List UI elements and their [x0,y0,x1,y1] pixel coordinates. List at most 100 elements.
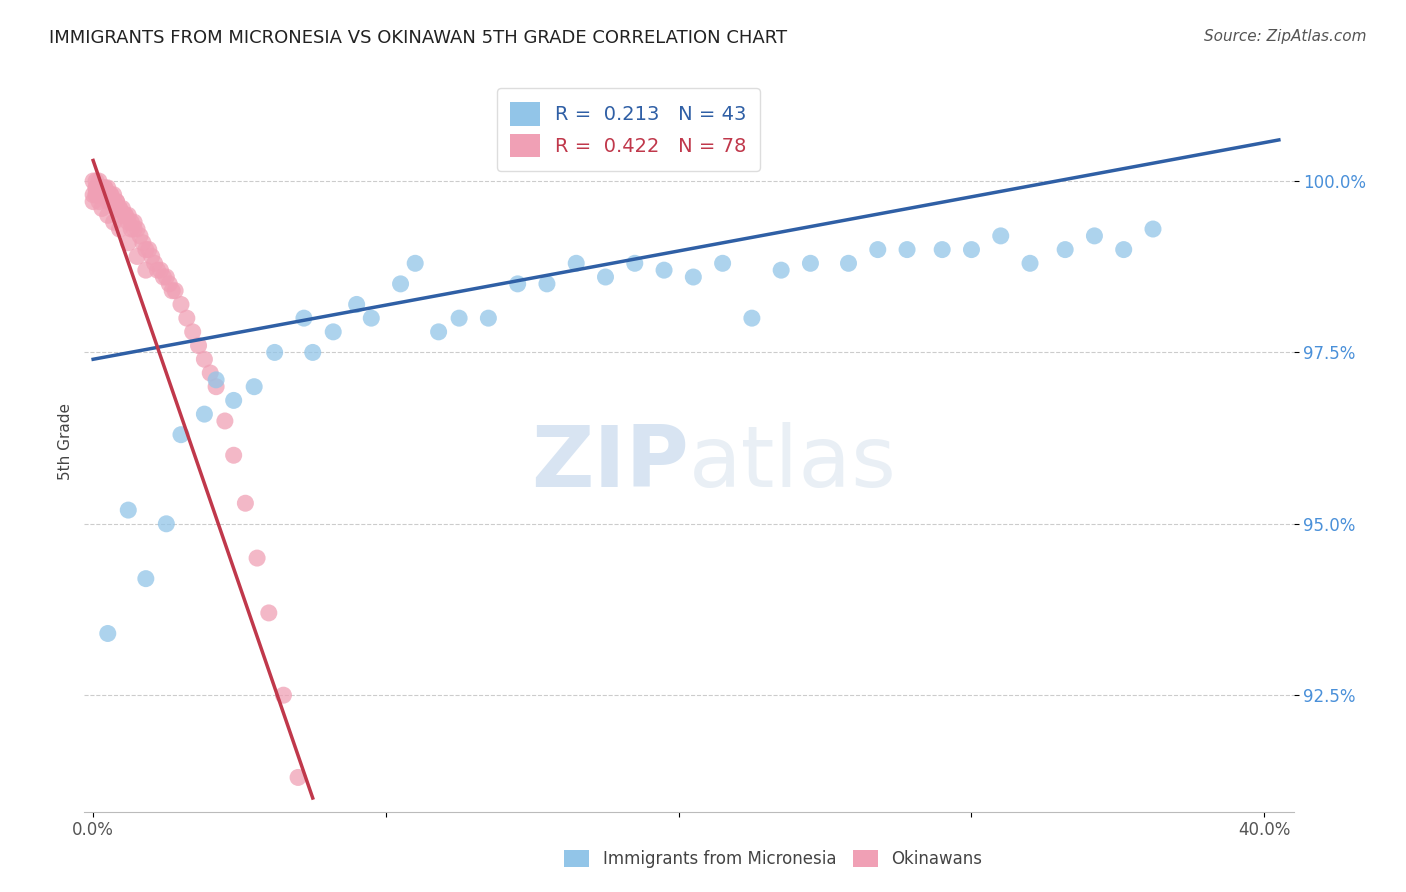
Point [90,202,112,216]
Point [135,572,157,586]
Point [595,270,617,285]
Point [160,284,183,298]
Point [866,243,889,257]
Point [82,194,104,209]
Text: IMMIGRANTS FROM MICRONESIA VS OKINAWAN 5TH GRADE CORRELATION CHART: IMMIGRANTS FROM MICRONESIA VS OKINAWAN 5… [49,29,787,46]
Point [193,407,215,421]
Point [129,228,152,243]
Point [122,222,145,236]
Point [97,181,120,195]
Point [506,277,529,291]
Point [87,181,110,195]
Point [117,208,139,222]
Point [741,311,763,326]
Point [97,626,120,640]
Point [155,270,177,285]
Point [536,277,558,291]
Text: atlas: atlas [689,422,897,505]
Point [263,345,285,359]
Point [100,187,122,202]
Point [105,202,128,216]
Point [94,181,117,195]
Point [132,235,155,250]
Point [193,352,215,367]
Point [449,311,471,326]
Point [105,194,128,209]
Point [770,263,793,277]
Point [108,222,131,236]
Point [273,688,295,702]
Point [103,194,125,209]
Point [243,380,266,394]
Point [114,208,136,222]
Point [90,181,112,195]
Y-axis label: 5th Grade: 5th Grade [58,403,73,480]
Point [120,215,142,229]
Point [84,187,107,202]
Point [301,345,323,359]
Point [152,270,174,285]
Point [103,194,125,209]
Point [176,311,198,326]
Text: Source: ZipAtlas.com: Source: ZipAtlas.com [1204,29,1367,44]
Point [360,311,382,326]
Point [292,311,315,326]
Point [87,181,110,195]
Point [222,448,245,462]
Point [90,187,112,202]
Point [1019,256,1042,270]
Point [135,263,157,277]
Point [404,256,426,270]
Point [205,380,228,394]
Point [205,373,228,387]
Point [799,256,821,270]
Point [117,503,139,517]
Point [711,256,734,270]
Point [141,250,163,264]
Point [623,256,645,270]
Point [103,215,125,229]
Point [200,366,222,380]
Point [157,277,180,291]
Point [84,181,107,195]
Point [108,202,131,216]
Point [181,325,204,339]
Point [90,181,112,195]
Point [100,187,122,202]
Point [837,256,859,270]
Point [82,187,104,202]
Point [682,270,704,285]
Point [322,325,344,339]
Point [84,181,107,195]
Point [287,771,309,785]
Point [389,277,412,291]
Point [257,606,280,620]
Point [1083,228,1105,243]
Point [111,202,134,216]
Point [135,243,157,257]
Point [222,393,245,408]
Point [84,187,107,202]
Point [100,194,122,209]
Point [97,208,120,222]
Point [143,256,166,270]
Point [165,284,187,298]
Point [111,208,134,222]
Point [117,215,139,229]
Point [138,243,160,257]
Point [94,187,117,202]
Point [97,194,120,209]
Legend: R =  0.213   N = 43, R =  0.422   N = 78: R = 0.213 N = 43, R = 0.422 N = 78 [496,88,761,171]
Point [214,414,236,428]
Point [1054,243,1077,257]
Point [87,194,110,209]
Point [427,325,450,339]
Point [108,202,131,216]
Point [187,338,209,352]
Point [125,222,148,236]
Point [990,228,1012,243]
Point [87,187,110,202]
Point [97,187,120,202]
Point [117,235,139,250]
Point [120,222,142,236]
